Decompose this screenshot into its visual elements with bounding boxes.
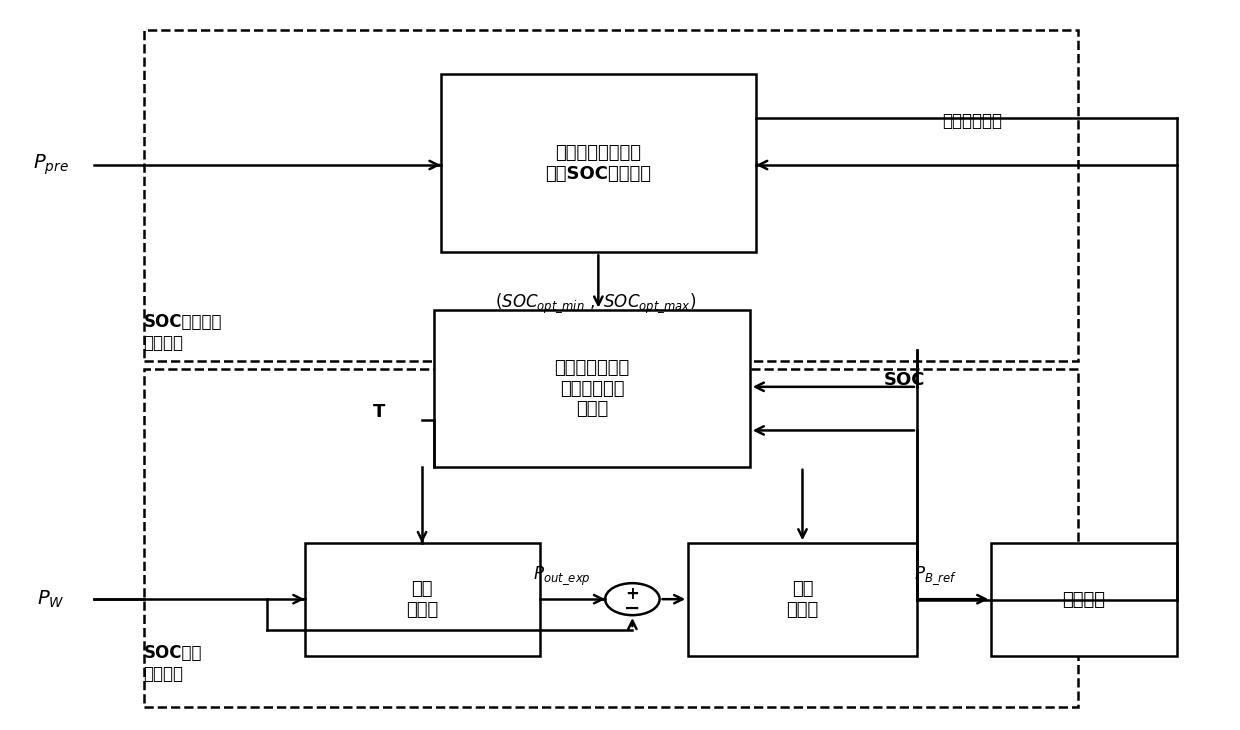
FancyBboxPatch shape: [434, 310, 750, 466]
FancyBboxPatch shape: [688, 543, 916, 656]
Text: 基于模糊控制的
滤波时间常数
调节器: 基于模糊控制的 滤波时间常数 调节器: [554, 359, 630, 418]
FancyBboxPatch shape: [305, 543, 539, 656]
Text: SOC: SOC: [884, 371, 925, 388]
Text: T: T: [372, 403, 384, 421]
Text: $P_{B\_ref}$: $P_{B\_ref}$: [914, 565, 957, 587]
Text: −: −: [624, 599, 641, 618]
FancyBboxPatch shape: [991, 543, 1177, 656]
Text: SOC最优范围
计算模块: SOC最优范围 计算模块: [144, 313, 222, 352]
Text: +: +: [625, 585, 640, 602]
Text: 低通
滤波器: 低通 滤波器: [405, 580, 438, 619]
Text: $P_{pre}$: $P_{pre}$: [33, 153, 68, 177]
Text: 基于粒子群算法的
储能SOC优化模型: 基于粒子群算法的 储能SOC优化模型: [546, 144, 651, 182]
Text: SOC实时
控制模块: SOC实时 控制模块: [144, 644, 202, 683]
Text: $P_{out\_exp}$: $P_{out\_exp}$: [533, 564, 590, 587]
Text: 限值
控制器: 限值 控制器: [786, 580, 818, 619]
Text: $P_W$: $P_W$: [37, 588, 64, 610]
Text: 储能系统: 储能系统: [1063, 591, 1105, 609]
Text: $(SOC_{opt\_min}\ ,\ SOC_{opt\_max})$: $(SOC_{opt\_min}\ ,\ SOC_{opt\_max})$: [495, 291, 696, 315]
Text: 储能系统信息: 储能系统信息: [941, 112, 1002, 131]
FancyBboxPatch shape: [440, 74, 756, 253]
